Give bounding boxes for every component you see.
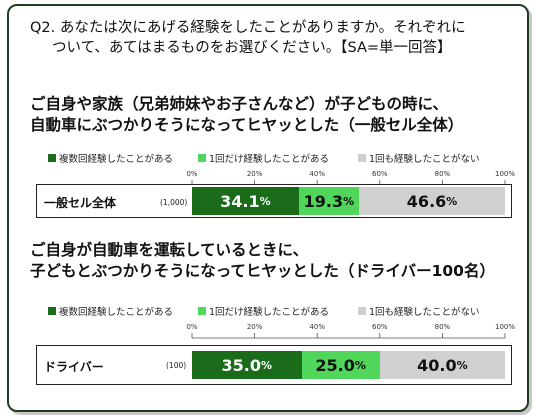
x-tick-label: 40% bbox=[309, 170, 325, 178]
section-2-title-line-1: ご自身が自動車を運転しているときに、 bbox=[30, 241, 309, 259]
chart-2-category-label: ドライバー bbox=[44, 360, 104, 374]
legend-label: 1回だけ経験したことがある bbox=[209, 307, 330, 318]
legend-label: 1回だけ経験したことがある bbox=[209, 154, 330, 165]
chart-1-legend: 複数回経験したことがある 1回だけ経験したことがある 1回も経験したことがない bbox=[48, 151, 518, 165]
legend-item: 1回も経験したことがない bbox=[358, 304, 480, 318]
question-text: Q2. あなたは次にあげる経験をしたことがありますか。それぞれに ついて、あては… bbox=[30, 18, 520, 58]
section-2-title-line-2: 子どもとぶつかりそうになってヒヤッとした（ドライバー100名） bbox=[30, 262, 495, 280]
x-tick-label: 0% bbox=[186, 170, 197, 178]
data-label-unit: % bbox=[456, 358, 468, 372]
data-label: 40.0 bbox=[417, 355, 457, 375]
data-label-unit: % bbox=[446, 194, 458, 208]
section-2-title: ご自身が自動車を運転しているときに、 子どもとぶつかりそうになってヒヤッとした（… bbox=[30, 240, 520, 282]
legend-label: 1回も経験したことがない bbox=[369, 154, 480, 165]
chart-1-count-label: (1,000) bbox=[160, 198, 188, 207]
question-line-2: ついて、あてはまるものをお選びください。【SA=単一回答】 bbox=[52, 40, 452, 56]
data-label: 25.0 bbox=[315, 355, 355, 375]
bar-segment: 34.1% bbox=[192, 187, 299, 215]
x-tick-label: 20% bbox=[247, 170, 263, 178]
legend-swatch bbox=[48, 154, 56, 162]
section-1-title: ご自身や家族（兄弟姉妹やお子さんなど）が子どもの時に、 自動車にぶつかりそうにな… bbox=[30, 94, 520, 136]
data-label-unit: % bbox=[261, 358, 273, 372]
x-tick-label: 0% bbox=[186, 323, 197, 331]
legend-label: 複数回経験したことがある bbox=[59, 307, 174, 318]
legend-item: 1回も経験したことがない bbox=[358, 151, 480, 165]
x-tick-label: 60% bbox=[372, 170, 388, 178]
bar-segment: 25.0% bbox=[301, 351, 380, 379]
x-tick-label: 100% bbox=[495, 170, 515, 178]
x-tick-label: 100% bbox=[495, 323, 515, 331]
data-label-unit: % bbox=[343, 194, 355, 208]
legend-swatch bbox=[198, 307, 206, 315]
chart-2-x-axis: 0% 20% 40% 60% 80% 100% bbox=[186, 323, 515, 339]
data-label: 19.3 bbox=[303, 191, 344, 211]
legend-swatch bbox=[48, 307, 56, 315]
legend-item: 1回だけ経験したことがある bbox=[198, 304, 329, 318]
chart-2-legend: 複数回経験したことがある 1回だけ経験したことがある 1回も経験したことがない bbox=[48, 304, 518, 318]
legend-swatch bbox=[358, 307, 366, 315]
legend-swatch bbox=[198, 154, 206, 162]
x-tick-label: 20% bbox=[247, 323, 263, 331]
bar-segment: 40.0% bbox=[379, 351, 505, 379]
question-line-1: Q2. あなたは次にあげる経験をしたことがありますか。それぞれに bbox=[30, 20, 466, 36]
section-1-title-line-1: ご自身や家族（兄弟姉妹やお子さんなど）が子どもの時に、 bbox=[30, 95, 449, 113]
x-tick-label: 80% bbox=[435, 170, 451, 178]
data-label: 35.0 bbox=[221, 355, 261, 375]
chart-2-count-label: (100) bbox=[166, 361, 187, 370]
section-1-title-line-2: 自動車にぶつかりそうになってヒヤッとした（一般セル全体） bbox=[30, 116, 464, 134]
legend-item: 複数回経験したことがある bbox=[48, 151, 173, 165]
chart-1-category-label: 一般セル全体 bbox=[44, 196, 117, 210]
legend-swatch bbox=[358, 154, 366, 162]
legend-label: 1回も経験したことがない bbox=[369, 307, 480, 318]
data-label: 34.1 bbox=[220, 191, 260, 211]
x-tick-label: 40% bbox=[309, 323, 325, 331]
data-label-unit: % bbox=[259, 194, 271, 208]
x-tick-label: 80% bbox=[435, 323, 451, 331]
data-label: 46.6 bbox=[406, 191, 447, 211]
bar-segment: 19.3% bbox=[298, 187, 360, 215]
legend-item: 1回だけ経験したことがある bbox=[198, 151, 329, 165]
bar-segment: 35.0% bbox=[192, 351, 302, 379]
legend-item: 複数回経験したことがある bbox=[48, 304, 173, 318]
legend-label: 複数回経験したことがある bbox=[59, 154, 174, 165]
data-label-unit: % bbox=[354, 358, 366, 372]
x-tick-label: 60% bbox=[372, 323, 388, 331]
bar-segment: 46.6% bbox=[359, 187, 505, 215]
